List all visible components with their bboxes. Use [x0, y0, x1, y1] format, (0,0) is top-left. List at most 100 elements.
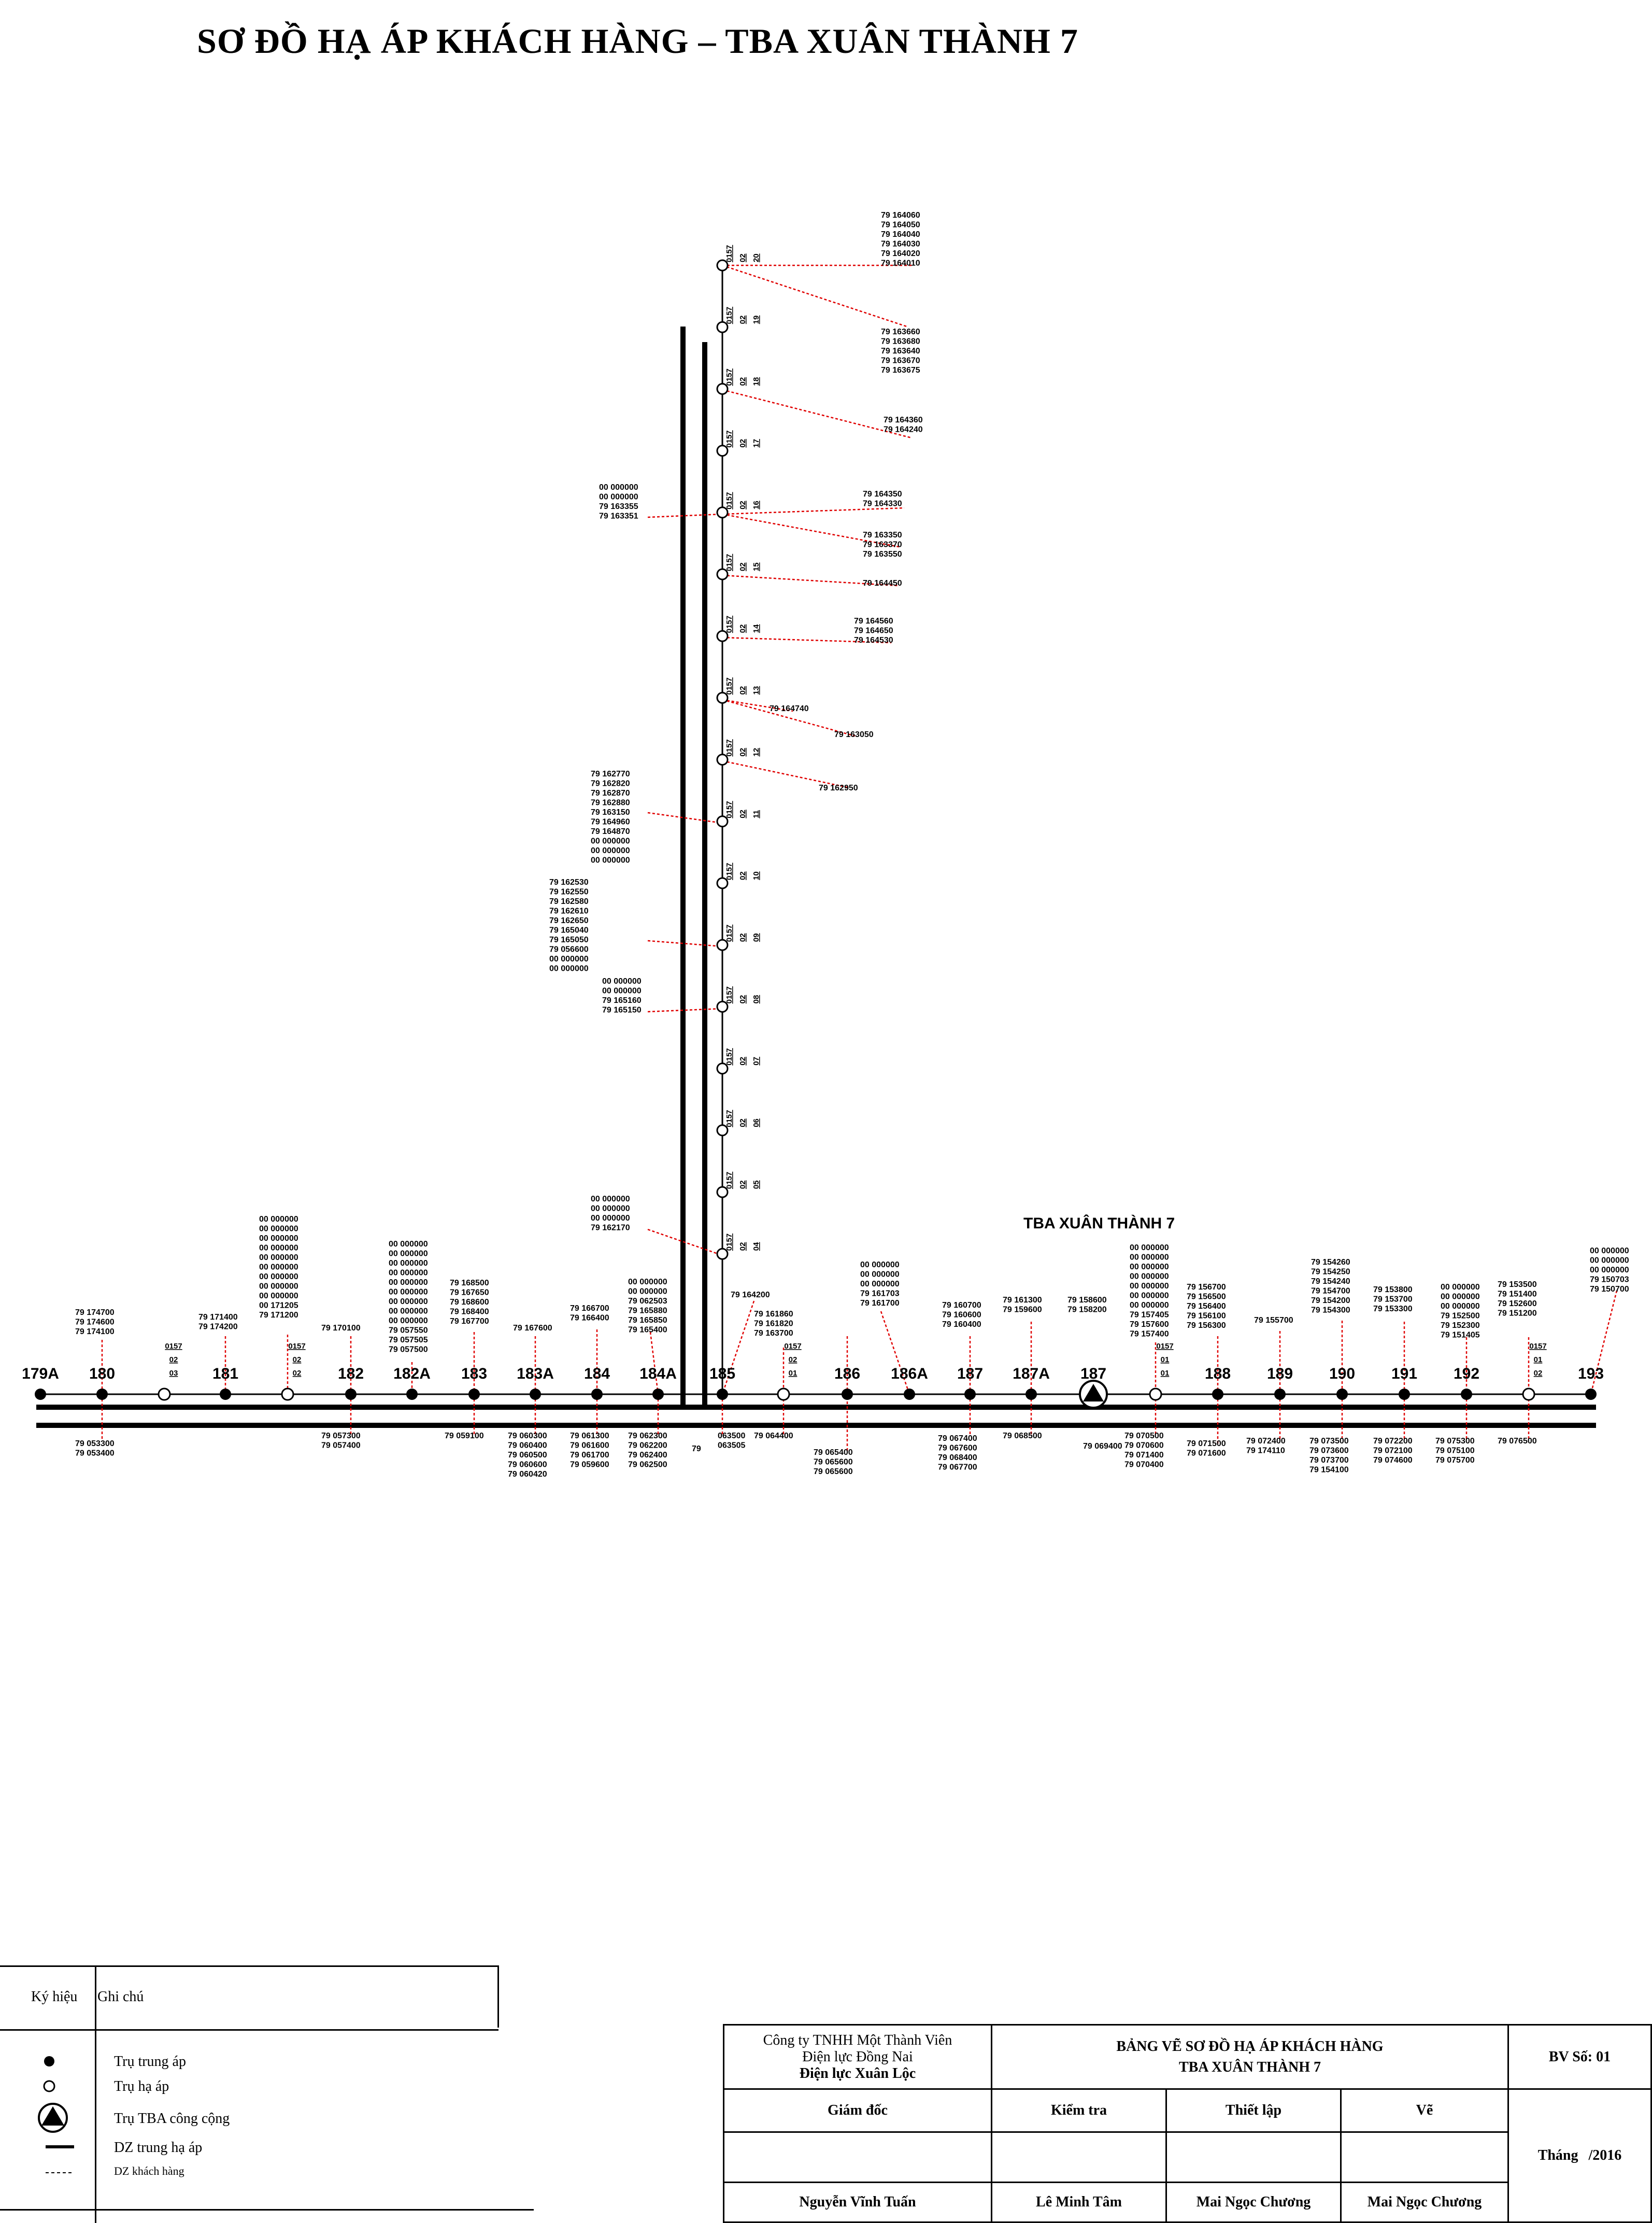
branch-pole-code: 02: [738, 1180, 747, 1189]
branch-pole-code: 02: [738, 748, 747, 757]
heading-line-1: BẢNG VẼ SƠ ĐỒ HẠ ÁP KHÁCH HÀNG: [1116, 2038, 1384, 2055]
customer-code: 00 000000: [389, 1278, 428, 1287]
year-label: /2016: [1588, 2147, 1622, 2163]
legend-item-4: DZ khách hàng: [114, 2164, 184, 2177]
customer-code: 79 154700: [1311, 1287, 1350, 1296]
customer-code: 79 163351: [599, 512, 638, 521]
pole-label: 184A: [639, 1365, 677, 1382]
customer-code: 79 071500: [1187, 1439, 1226, 1448]
customer-drop-line: [722, 264, 907, 328]
customer-code: 00 000000: [549, 955, 589, 964]
customer-code: 79 072400: [1246, 1437, 1286, 1446]
pole-label: 190: [1329, 1365, 1355, 1382]
customer-code: 79 164060: [881, 211, 920, 220]
branch-pole-code: 12: [752, 748, 761, 757]
branch-pole-code: 0157: [725, 369, 734, 386]
sign-cell-3: [1165, 2131, 1342, 2183]
branch-pole: [716, 630, 729, 642]
customer-code: 79 068500: [1003, 1432, 1042, 1440]
customer-code: 79 158600: [1067, 1296, 1107, 1305]
legend-right-border: [497, 1965, 499, 2028]
pole-label: 181: [212, 1365, 238, 1382]
customer-code: 79 074600: [1373, 1456, 1413, 1465]
branch-pole-code: 0157: [725, 739, 734, 756]
customer-code: 79 164240: [884, 426, 923, 434]
customer-code: 79 162170: [591, 1224, 630, 1233]
customer-code: 79 152500: [1441, 1312, 1480, 1321]
customer-drop-line: [722, 636, 892, 644]
customer-code: 79: [692, 1445, 701, 1453]
customer-drop-line: [647, 940, 723, 947]
customer-code: 79 073700: [1309, 1456, 1349, 1465]
customer-code: 00 000000: [259, 1253, 298, 1262]
customer-code: 79 154300: [1311, 1306, 1350, 1315]
page-title: SƠ ĐỒ HẠ ÁP KHÁCH HÀNG – TBA XUÂN THÀNH …: [197, 21, 1078, 61]
customer-code: 00 000000: [259, 1282, 298, 1291]
branch-pole-code: 0157: [725, 1172, 734, 1189]
customer-code: 00 000000: [602, 987, 642, 996]
customer-code: 00 000000: [591, 1214, 630, 1223]
medium-voltage-pole: [717, 1389, 728, 1400]
customer-code: 79 064400: [754, 1432, 793, 1440]
sign-cell-1: [723, 2131, 992, 2183]
customer-code: 00 000000: [628, 1287, 667, 1296]
pole-label: 188: [1205, 1365, 1231, 1382]
customer-code: 79 069400: [1083, 1442, 1122, 1451]
pole-code-line: 0157: [1529, 1342, 1546, 1351]
customer-code: 79 158200: [1067, 1306, 1107, 1314]
customer-drop-line: [722, 507, 905, 515]
branch-pole-code: 0157: [725, 1234, 734, 1251]
customer-code: 00 000000: [860, 1270, 900, 1279]
customer-code: 00 000000: [549, 965, 589, 973]
branch-pole: [716, 1124, 729, 1137]
ve-label: Vẽ: [1340, 2088, 1509, 2133]
customer-code: 79 171400: [198, 1313, 238, 1322]
pole-label: 186: [834, 1365, 860, 1382]
customer-code: 00 000000: [1130, 1272, 1169, 1281]
branch-pole-code: 09: [752, 933, 761, 942]
customer-code: 79 162880: [591, 799, 630, 808]
customer-code: 79 065600: [814, 1467, 853, 1476]
customer-code: 00 000000: [1590, 1247, 1629, 1255]
customer-code: 00 000000: [591, 1205, 630, 1213]
customer-code: 79 164960: [591, 818, 630, 827]
customer-code: 00 000000: [1130, 1263, 1169, 1271]
customer-code: 00 000000: [860, 1280, 900, 1289]
company-name-1: Công ty TNHH Một Thành Viên: [763, 2032, 952, 2048]
customer-code: 79 061300: [570, 1432, 609, 1440]
customer-code: 79 164530: [854, 636, 893, 645]
customer-code: 79 163550: [863, 550, 902, 559]
medium-voltage-pole: [842, 1389, 853, 1400]
customer-code: 79 067700: [938, 1463, 977, 1472]
medium-voltage-pole: [1274, 1389, 1286, 1400]
pole-code-line: 02: [1534, 1369, 1543, 1378]
customer-code: 79 062503: [628, 1297, 667, 1306]
station-triangle: [1083, 1384, 1104, 1401]
customer-code: 79 162550: [549, 888, 589, 897]
customer-code: 79 167650: [450, 1289, 489, 1297]
low-voltage-pole: [777, 1387, 790, 1401]
legend-col2: Ghi chú: [97, 1989, 144, 2005]
customer-code: 79 163050: [834, 730, 874, 739]
customer-code: 00 000000: [259, 1263, 298, 1272]
legend-item-1: Trụ hạ áp: [114, 2078, 169, 2094]
legend-item-3: DZ trung hạ áp: [114, 2140, 203, 2156]
low-pole-icon: [41, 2078, 57, 2097]
pole-label: 186A: [891, 1365, 928, 1382]
branch-pole: [716, 691, 729, 704]
customer-code: 79 057500: [389, 1346, 428, 1354]
customer-code: 00 000000: [259, 1292, 298, 1300]
customer-code: 79 075100: [1435, 1447, 1475, 1455]
customer-code: 79 062500: [628, 1461, 667, 1469]
customer-code: 79 154250: [1311, 1268, 1350, 1277]
drop-lines: [101, 264, 1618, 1451]
customer-code: 79 060500: [508, 1451, 547, 1460]
customer-code: 79 060420: [508, 1470, 547, 1479]
legend-bottom-border: [0, 2209, 534, 2211]
customer-code: 79 057300: [321, 1432, 361, 1440]
branch-pole-code: 02: [738, 316, 747, 324]
customer-code: 79 154100: [1309, 1466, 1349, 1475]
customer-code: 79 174600: [75, 1318, 115, 1327]
customer-code: 79 163350: [863, 531, 902, 540]
customer-code: 00 000000: [1441, 1293, 1480, 1301]
